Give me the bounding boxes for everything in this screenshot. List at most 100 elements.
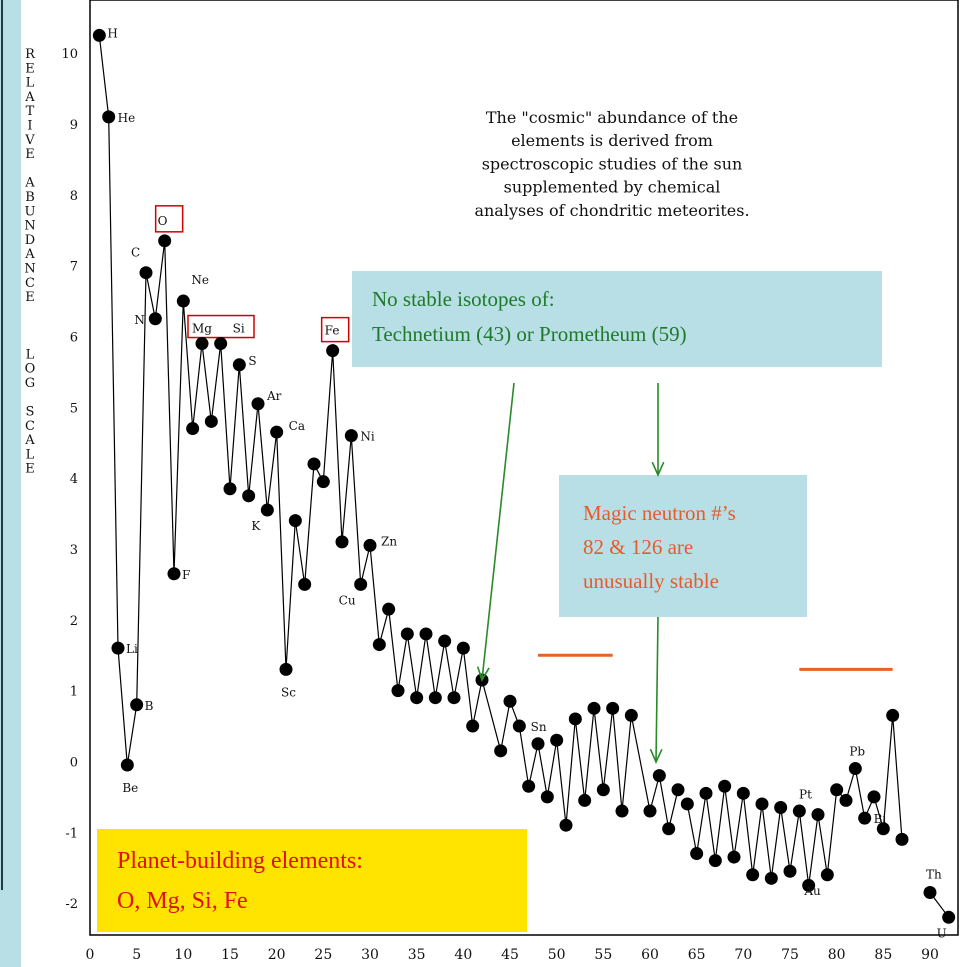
y-label-letter: R: [25, 47, 36, 62]
data-point: [587, 701, 601, 715]
element-label: U: [937, 926, 947, 940]
magic-number-marks: [538, 653, 893, 671]
x-tick-label: 70: [734, 947, 752, 963]
data-point: [279, 662, 293, 676]
data-point: [895, 832, 909, 846]
data-point: [428, 691, 442, 705]
highlight-box: [320, 316, 350, 343]
data-point: [400, 627, 414, 641]
x-tick-label: 55: [594, 947, 612, 963]
data-point: [755, 797, 769, 811]
data-point: [372, 638, 386, 652]
data-point: [251, 397, 265, 411]
element-label: Th: [926, 868, 942, 882]
data-point: [718, 779, 732, 793]
element-label: Pt: [799, 788, 812, 802]
data-point: [708, 854, 722, 868]
element-label: B: [145, 699, 154, 713]
element-label: Be: [122, 781, 138, 795]
element-label: Bi: [874, 812, 887, 826]
y-tick-label: 0: [70, 755, 78, 770]
annotation-arrows: [476, 382, 665, 764]
y-label-letter: V: [24, 133, 35, 148]
y-label-letter: T: [26, 104, 35, 119]
element-label: Sc: [281, 685, 296, 699]
data-point: [848, 762, 862, 776]
data-point: [886, 708, 900, 722]
side-accent-bar: [0, 0, 21, 967]
data-point: [139, 266, 153, 280]
y-label-letter: E: [25, 147, 35, 162]
element-label: Fe: [325, 324, 340, 338]
planet-box-line: Planet-building elements:: [117, 848, 363, 874]
arrow-head: [651, 461, 665, 477]
data-point: [456, 641, 470, 655]
data-point: [578, 793, 592, 807]
y-label-letter: D: [25, 233, 35, 248]
element-label: Mg: [192, 322, 212, 336]
data-point: [195, 337, 209, 351]
data-point: [260, 503, 274, 517]
data-point: [214, 337, 228, 351]
data-point: [419, 627, 433, 641]
data-point: [316, 475, 330, 489]
element-label: Ne: [191, 273, 209, 287]
element-label: N: [134, 313, 145, 327]
x-tick-label: 85: [874, 947, 892, 963]
data-point: [820, 868, 834, 882]
x-tick-label: 30: [361, 947, 379, 963]
data-point: [176, 294, 190, 308]
data-point: [102, 110, 116, 124]
element-label: K: [251, 519, 261, 533]
caption-line: analyses of chondritic meteorites.: [474, 201, 749, 220]
data-point: [344, 429, 358, 443]
x-tick-label: 45: [501, 947, 519, 963]
data-point: [503, 694, 517, 708]
y-tick-label: 1: [70, 685, 78, 700]
data-point: [643, 804, 657, 818]
magic-box-line: 82 & 126 are: [583, 535, 693, 559]
element-label: H: [107, 26, 117, 40]
data-point: [120, 758, 134, 772]
y-label-letter: A: [24, 90, 35, 105]
data-point: [111, 641, 125, 655]
y-label-letter: B: [25, 190, 35, 205]
data-point: [690, 847, 704, 861]
data-point: [158, 234, 172, 248]
data-point: [680, 797, 694, 811]
element-label: Si: [233, 322, 245, 336]
data-point: [466, 719, 480, 733]
data-point: [326, 344, 340, 358]
planet-box: [97, 829, 527, 932]
data-point: [438, 634, 452, 648]
y-tick-label: 5: [70, 401, 78, 416]
element-label: Zn: [381, 534, 397, 548]
element-label: Ca: [289, 419, 305, 433]
x-tick-label: 80: [828, 947, 846, 963]
y-tick-label: -1: [65, 826, 78, 841]
x-tick-label: 25: [314, 947, 332, 963]
data-point: [335, 535, 349, 549]
caption-line: spectroscopic studies of the sun: [482, 154, 743, 173]
element-label: Ni: [360, 430, 375, 444]
data-point: [736, 786, 750, 800]
data-point: [148, 312, 162, 326]
y-label-letter: L: [26, 347, 35, 362]
x-tick-label: 50: [548, 947, 566, 963]
y-label-letter: I: [27, 119, 32, 134]
element-label: S: [248, 354, 256, 368]
data-point: [204, 414, 218, 428]
data-point: [307, 457, 321, 471]
element-label: F: [182, 568, 190, 582]
side-accent-line: [1, 0, 3, 890]
arrow-head: [649, 748, 663, 764]
element-label: O: [158, 214, 168, 228]
data-point: [792, 804, 806, 818]
element-label: C: [131, 246, 140, 260]
y-tick-label: 4: [70, 472, 78, 487]
y-label-letter: U: [25, 204, 36, 219]
x-tick-label: 75: [781, 947, 799, 963]
y-label-letter: L: [26, 76, 35, 91]
